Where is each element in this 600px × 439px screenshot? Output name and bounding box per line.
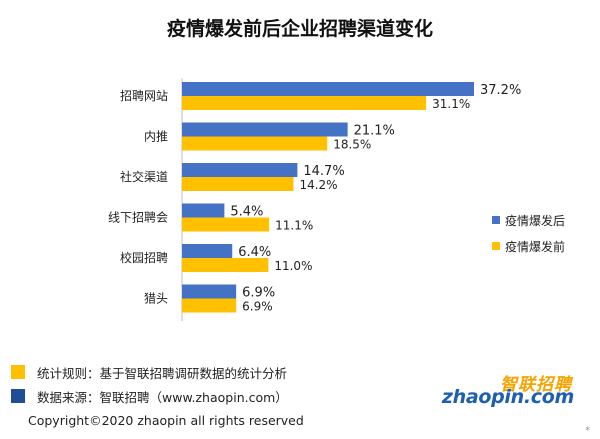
legend-swatch: [492, 242, 500, 250]
bar-after: [182, 284, 237, 299]
data-label: 14.2%: [299, 178, 337, 192]
logo-en-text: zhaopin.com: [441, 386, 574, 408]
data-label: 6.9%: [242, 300, 273, 314]
category-label: 内推: [144, 130, 168, 144]
zhaopin-logo: 智联招聘 zhaopin.com: [442, 370, 574, 410]
category-label: 线下招聘会: [108, 211, 168, 225]
data-label: 31.1%: [432, 97, 470, 111]
data-label: 5.4%: [230, 205, 263, 220]
bar-before: [182, 258, 269, 272]
data-label: 11.1%: [275, 219, 313, 233]
legend-label: 疫情爆发前: [505, 239, 565, 254]
data-label: 6.4%: [238, 245, 271, 260]
bar-before: [182, 177, 294, 191]
category-label: 猎头: [144, 292, 168, 306]
footnote-rule-swatch: [11, 365, 25, 379]
bar-after: [182, 203, 225, 218]
footnote-source: 数据来源：智联招聘（www.zhaopin.com）: [11, 386, 288, 406]
logo-cn-text: 智联招聘: [500, 375, 572, 395]
bar-before: [182, 96, 427, 110]
data-label: 14.7%: [303, 164, 344, 179]
bar-before: [182, 136, 328, 151]
data-label: 21.1%: [354, 124, 395, 139]
legend-label: 疫情爆发后: [505, 213, 565, 228]
legend-swatch: [492, 216, 500, 224]
bar-after: [182, 163, 298, 177]
data-label: 6.9%: [242, 286, 275, 301]
bar-chart: 招聘网站 37.2% 31.1% 内推 21.1%18.5% 社交渠道 14.7%14.2%…: [108, 78, 565, 321]
footnote-rule: 统计规则：基于智联招聘调研数据的统计分析: [11, 362, 287, 382]
category-label: 招聘网站: [120, 89, 168, 103]
category-label: 校园招聘: [120, 250, 168, 265]
bar-before: [182, 217, 270, 232]
footnote-source-swatch: [11, 389, 25, 403]
bar-after: [182, 82, 474, 96]
bar-before: [182, 298, 237, 313]
bar-after: [182, 122, 348, 137]
data-label: 11.0%: [274, 259, 312, 273]
footnote-rule-text: 统计规则：基于智联招聘调研数据的统计分析: [37, 365, 288, 381]
corner-mark: *: [585, 426, 591, 436]
bar-after: [182, 244, 233, 258]
category-label: 社交渠道: [120, 169, 168, 184]
data-label: 37.2%: [480, 83, 521, 98]
footnote-source-text: 数据来源：智联招聘（www.zhaopin.com）: [37, 389, 288, 405]
copyright-text: Copyright©2020 zhaopin all rights reserv…: [28, 413, 304, 428]
data-label: 18.5%: [333, 138, 371, 152]
chart-title: 疫情爆发前后企业招聘渠道变化: [166, 18, 433, 40]
